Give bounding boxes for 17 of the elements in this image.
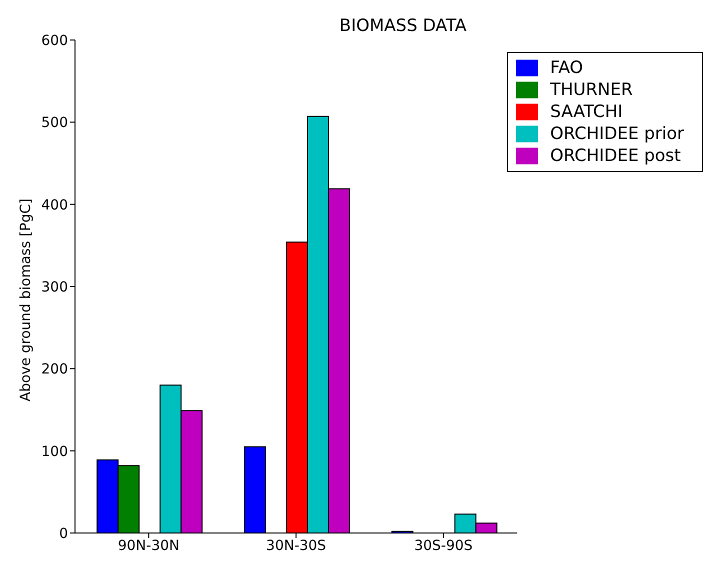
y-tick-label: 100 (41, 444, 68, 460)
legend-label: ORCHIDEE post (550, 146, 681, 166)
legend-label: SAATCHI (550, 102, 623, 122)
legend-label: ORCHIDEE prior (550, 124, 684, 144)
y-tick-label: 600 (41, 32, 68, 49)
y-tick-label: 200 (41, 362, 68, 378)
x-tick-label: 30N-30S (266, 538, 326, 554)
y-axis-title: Above ground biomass [PgC] (18, 198, 34, 402)
y-tick-label: 300 (41, 279, 68, 296)
x-tick-label: 90N-30N (118, 538, 180, 554)
chart-title: BIOMASS DATA (338, 16, 468, 36)
y-tick-label: 500 (41, 115, 68, 132)
y-tick-label: 0 (59, 526, 68, 542)
legend-label: FAO (550, 58, 584, 78)
x-tick-label: 30S-90S (414, 538, 473, 554)
legend-label: THURNER (550, 80, 633, 100)
y-tick-label: 400 (41, 197, 68, 214)
